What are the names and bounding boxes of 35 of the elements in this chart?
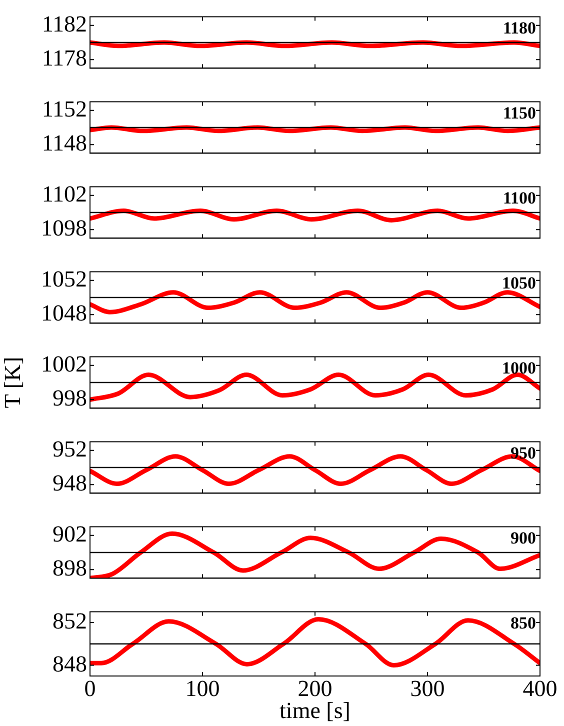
line-series <box>90 617 540 668</box>
y-tick-label: 998 <box>52 386 87 411</box>
y-tick-label: 1098 <box>41 216 87 241</box>
annotation: 900 <box>510 528 536 548</box>
annotation: 850 <box>510 614 536 633</box>
line-series <box>90 290 540 314</box>
y-tick-label: 1148 <box>42 130 87 156</box>
annotation: 1150 <box>502 104 536 123</box>
y-tick-label: 898 <box>52 556 87 581</box>
y-tick-label: 1102 <box>42 181 87 206</box>
annotation: 1180 <box>502 18 536 38</box>
y-tick-label: 948 <box>52 470 87 496</box>
x-tick-label: 400 <box>522 676 558 701</box>
x-axis-title: time [s] <box>280 698 350 724</box>
y-tick-label: 1052 <box>41 266 87 292</box>
annotation: 1050 <box>502 274 536 293</box>
y-tick-label: 848 <box>52 651 87 676</box>
annotation: 1000 <box>502 358 536 378</box>
line-series <box>90 531 540 578</box>
y-tick-label: 852 <box>52 608 87 634</box>
y-tick-label: 1152 <box>42 96 87 122</box>
y-tick-label: 1178 <box>42 46 87 71</box>
line-series <box>90 372 540 402</box>
y-tick-label: 1048 <box>41 300 87 326</box>
annotation: 1100 <box>502 188 536 208</box>
y-tick-label: 902 <box>52 521 87 546</box>
annotation: 950 <box>510 444 536 463</box>
x-tick-label: 200 <box>298 676 332 701</box>
x-tick-label: 0 <box>84 676 96 701</box>
y-axis-title: T [K] <box>0 356 25 408</box>
y-tick-label: 1182 <box>42 11 87 36</box>
x-tick-label: 100 <box>185 676 220 701</box>
y-tick-label: 952 <box>52 436 87 462</box>
x-tick-label: 300 <box>410 676 445 701</box>
y-tick-label: 1002 <box>41 351 87 376</box>
